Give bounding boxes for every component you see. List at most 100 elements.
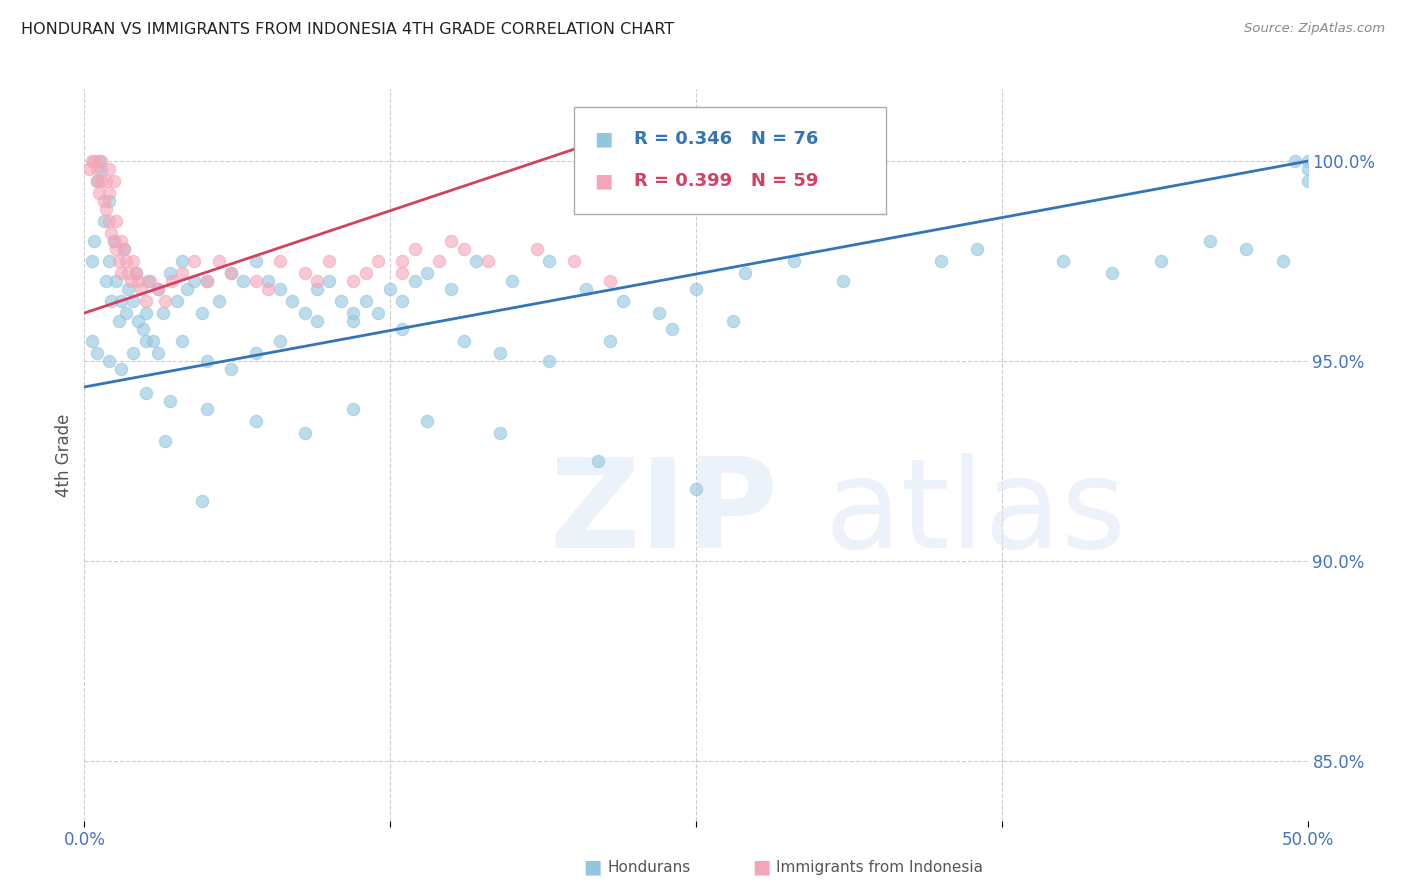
Point [219, 266, 242, 280]
Point [135, 386, 157, 401]
Point [86, 346, 108, 360]
Point [125, 266, 148, 280]
Point [427, 254, 450, 268]
Point [100, 226, 122, 240]
Point [342, 401, 364, 416]
Point [721, 314, 744, 328]
Point [103, 174, 125, 188]
Point [135, 293, 157, 308]
Point [110, 362, 132, 376]
Point [318, 274, 340, 288]
Point [599, 274, 621, 288]
Point [146, 282, 169, 296]
Point [1296, 174, 1319, 188]
Point [538, 354, 561, 368]
Point [117, 282, 139, 296]
Point [135, 334, 157, 348]
Point [489, 346, 512, 360]
Text: ■: ■ [595, 129, 613, 148]
Point [305, 274, 328, 288]
Text: atlas: atlas [824, 453, 1126, 574]
Point [159, 394, 181, 409]
Point [391, 266, 413, 280]
Point [404, 242, 426, 256]
Point [86, 162, 108, 177]
Point [107, 254, 129, 268]
Point [97, 354, 120, 368]
Point [183, 274, 205, 288]
Point [391, 322, 413, 336]
Point [166, 293, 188, 308]
Text: Hondurans: Hondurans [607, 860, 690, 874]
Point [153, 293, 176, 308]
Point [90, 162, 112, 177]
Point [831, 274, 853, 288]
Point [305, 314, 328, 328]
Point [90, 174, 112, 188]
Point [489, 425, 512, 440]
Point [330, 293, 353, 308]
Point [245, 274, 267, 288]
Point [391, 254, 413, 268]
Point [367, 306, 389, 320]
Point [269, 254, 291, 268]
Point [146, 282, 169, 296]
Point [380, 282, 402, 296]
Point [783, 254, 806, 268]
Point [100, 293, 122, 308]
Point [195, 274, 218, 288]
Point [501, 274, 523, 288]
Point [96, 274, 118, 288]
Point [416, 414, 439, 428]
Text: ZIP: ZIP [550, 453, 778, 574]
Point [661, 322, 683, 336]
Point [966, 242, 988, 256]
Point [404, 274, 426, 288]
Point [391, 293, 413, 308]
Text: ■: ■ [752, 857, 770, 877]
Point [453, 242, 475, 256]
Text: Source: ZipAtlas.com: Source: ZipAtlas.com [1244, 22, 1385, 36]
Point [477, 254, 499, 268]
Point [176, 282, 198, 296]
Point [122, 254, 145, 268]
Point [97, 254, 120, 268]
Point [153, 434, 176, 448]
Point [96, 202, 118, 216]
Point [97, 186, 120, 201]
Point [83, 154, 105, 169]
Text: ■: ■ [583, 857, 602, 877]
Point [453, 334, 475, 348]
Text: Immigrants from Indonesia: Immigrants from Indonesia [776, 860, 983, 874]
Point [122, 293, 145, 308]
Point [1272, 254, 1295, 268]
Point [232, 274, 254, 288]
Point [162, 274, 184, 288]
Point [269, 334, 291, 348]
Point [97, 162, 120, 177]
Point [146, 346, 169, 360]
Point [93, 214, 115, 228]
Point [142, 334, 165, 348]
Point [132, 322, 155, 336]
Y-axis label: 4th Grade: 4th Grade [55, 413, 73, 497]
Point [586, 454, 609, 468]
Point [117, 266, 139, 280]
Point [115, 254, 138, 268]
Point [354, 266, 377, 280]
Point [136, 274, 159, 288]
Point [929, 254, 952, 268]
Point [685, 482, 707, 496]
Point [80, 254, 103, 268]
Point [103, 234, 125, 248]
Point [367, 254, 389, 268]
Point [208, 254, 231, 268]
Point [354, 293, 377, 308]
Point [342, 306, 364, 320]
Point [86, 174, 108, 188]
Point [575, 282, 598, 296]
Point [105, 242, 128, 256]
Point [526, 242, 548, 256]
Text: HONDURAN VS IMMIGRANTS FROM INDONESIA 4TH GRADE CORRELATION CHART: HONDURAN VS IMMIGRANTS FROM INDONESIA 4T… [21, 22, 675, 37]
Point [96, 174, 118, 188]
